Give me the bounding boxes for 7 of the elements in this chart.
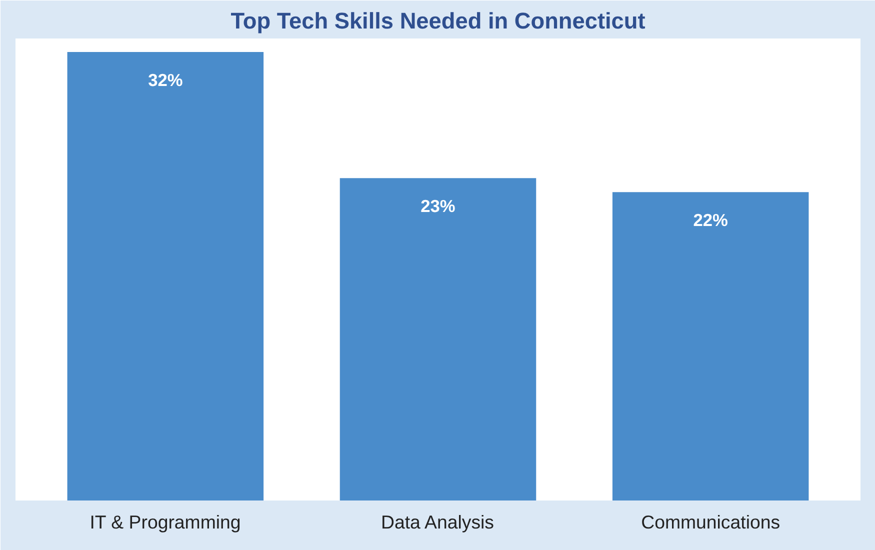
data-label: 23% (420, 196, 456, 216)
data-label: 22% (693, 210, 728, 230)
x-tick-label: Communications (641, 512, 780, 532)
x-tick-label: IT & Programming (90, 512, 241, 532)
data-label: 32% (148, 70, 183, 90)
chart-title: Top Tech Skills Needed in Connecticut (230, 8, 646, 34)
x-tick-label: Data Analysis (380, 512, 494, 532)
